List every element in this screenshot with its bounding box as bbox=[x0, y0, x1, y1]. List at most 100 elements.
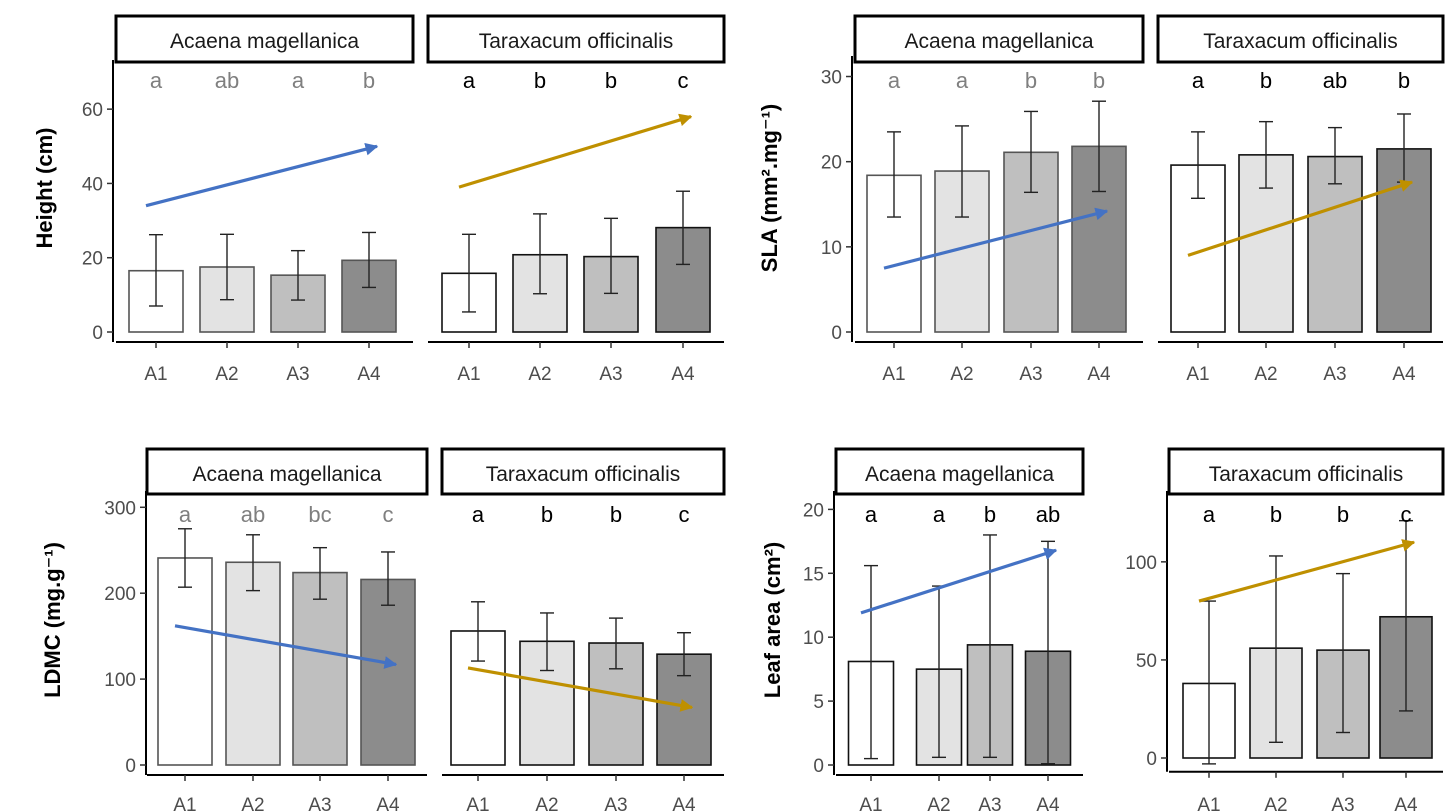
x-tick-label: A2 bbox=[1264, 795, 1287, 811]
y-tick-label: 10 bbox=[821, 238, 842, 259]
bar-a3 bbox=[1307, 155, 1363, 333]
y-tick-label: 20 bbox=[82, 249, 103, 270]
strip-header bbox=[834, 447, 1085, 496]
y-tick-label: 0 bbox=[813, 756, 824, 777]
x-tick-label: A1 bbox=[466, 795, 489, 811]
x-tick-label: A4 bbox=[376, 795, 400, 811]
x-tick-label: A3 bbox=[286, 364, 309, 385]
x-tick-label: A4 bbox=[1392, 364, 1416, 385]
significance-letter: a bbox=[150, 68, 163, 93]
strip-header bbox=[114, 14, 415, 64]
strip-header bbox=[853, 14, 1145, 64]
y-tick-label: 5 bbox=[813, 692, 824, 713]
x-tick-label: A4 bbox=[357, 364, 381, 385]
trend-arrow bbox=[467, 666, 694, 712]
trend-arrow bbox=[883, 207, 1109, 270]
chart-leaf_area: Leaf area (cm²) Acaena magellanica 0 5 10 15 2… bbox=[760, 447, 1445, 811]
x-tick-label: A3 bbox=[1323, 364, 1346, 385]
x-tick-label: A3 bbox=[978, 795, 1001, 811]
bar-a3 bbox=[292, 571, 348, 766]
panel-taraxacum: Taraxacum officinalis a A1 b A2 ab A3 b A4 bbox=[1156, 14, 1445, 385]
x-tick-label: A2 bbox=[1254, 364, 1277, 385]
chart-sla: SLA (mm².mg⁻¹) Acaena magellanica 0 10 20 30 a… bbox=[757, 14, 1445, 385]
y-tick-label: 60 bbox=[82, 100, 103, 121]
x-tick-label: A3 bbox=[308, 795, 331, 811]
y-tick-label: 0 bbox=[125, 756, 136, 777]
y-tick-label: 100 bbox=[1125, 553, 1157, 574]
significance-letter: b bbox=[363, 68, 375, 93]
x-tick-label: A1 bbox=[859, 795, 882, 811]
y-axis-title: SLA (mm².mg⁻¹) bbox=[757, 104, 782, 272]
x-tick-label: A4 bbox=[1036, 795, 1060, 811]
panel-acaena: Acaena magellanica 0 10 20 30 a A1 a A2 b A3 b A4 bbox=[821, 14, 1145, 385]
significance-letter: ab bbox=[215, 68, 239, 93]
y-tick-label: 10 bbox=[803, 628, 824, 649]
bar-a2 bbox=[225, 561, 281, 766]
bar-a1 bbox=[157, 557, 213, 766]
significance-letter: a bbox=[292, 68, 305, 93]
x-tick-label: A4 bbox=[1087, 364, 1111, 385]
y-axis-title: Height (cm) bbox=[32, 128, 57, 249]
y-tick-label: 0 bbox=[92, 323, 103, 344]
y-tick-label: 30 bbox=[821, 68, 842, 89]
species-label: Taraxacum officinalis bbox=[479, 30, 674, 53]
strip-header bbox=[426, 14, 726, 64]
trend-arrow bbox=[174, 624, 398, 669]
significance-letter: bc bbox=[308, 502, 331, 527]
strip-header bbox=[1167, 447, 1445, 496]
trend-arrow bbox=[860, 547, 1058, 615]
y-tick-label: 0 bbox=[1146, 749, 1157, 770]
trend-arrow bbox=[145, 142, 379, 208]
species-label: Acaena magellanica bbox=[904, 30, 1093, 53]
significance-letter: a bbox=[463, 68, 476, 93]
species-label: Acaena magellanica bbox=[170, 30, 359, 53]
x-tick-label: A2 bbox=[950, 364, 973, 385]
x-tick-label: A2 bbox=[535, 795, 558, 811]
strip-header bbox=[145, 447, 429, 496]
x-tick-label: A4 bbox=[672, 795, 696, 811]
y-tick-label: 50 bbox=[1136, 651, 1157, 672]
x-tick-label: A3 bbox=[1019, 364, 1042, 385]
bar-a4 bbox=[360, 578, 416, 766]
y-tick-label: 100 bbox=[104, 670, 136, 691]
trend-arrow bbox=[458, 113, 693, 189]
y-tick-label: 40 bbox=[82, 174, 103, 195]
significance-letter: b bbox=[605, 68, 617, 93]
panel-acaena: Acaena magellanica 0 100 200 300 a A1 ab A2 bc A3 c… bbox=[104, 447, 429, 811]
x-tick-label: A1 bbox=[1186, 364, 1209, 385]
significance-letter: b bbox=[1337, 502, 1349, 527]
y-tick-label: 200 bbox=[104, 584, 136, 605]
x-tick-label: A3 bbox=[599, 364, 622, 385]
significance-letter: a bbox=[1192, 68, 1205, 93]
x-tick-label: A3 bbox=[1331, 795, 1354, 811]
y-axis-title: Leaf area (cm²) bbox=[760, 542, 785, 699]
significance-letter: ab bbox=[1323, 68, 1347, 93]
significance-letter: c bbox=[383, 502, 394, 527]
panel-acaena: Acaena magellanica 0 5 10 15 20 a A1 a A2 b A3 ab A4 bbox=[803, 447, 1085, 811]
significance-letter: c bbox=[679, 502, 690, 527]
x-tick-label: A2 bbox=[215, 364, 238, 385]
species-label: Acaena magellanica bbox=[192, 463, 381, 486]
significance-letter: b bbox=[1260, 68, 1272, 93]
significance-letter: c bbox=[678, 68, 689, 93]
significance-letter: ab bbox=[241, 502, 265, 527]
y-tick-label: 20 bbox=[821, 153, 842, 174]
significance-letter: a bbox=[865, 502, 878, 527]
significance-letter: a bbox=[933, 502, 946, 527]
x-tick-label: A2 bbox=[528, 364, 551, 385]
species-label: Acaena magellanica bbox=[865, 463, 1054, 486]
species-label: Taraxacum officinalis bbox=[1203, 30, 1398, 53]
chart-ldmc: LDMC (mg.g⁻¹) Acaena magellanica 0 100 200 30… bbox=[40, 447, 726, 811]
significance-letter: b bbox=[984, 502, 996, 527]
significance-letter: a bbox=[179, 502, 192, 527]
x-tick-label: A1 bbox=[1197, 795, 1220, 811]
x-tick-label: A2 bbox=[241, 795, 264, 811]
y-tick-label: 0 bbox=[831, 323, 842, 344]
significance-letter: b bbox=[534, 68, 546, 93]
panel-taraxacum: Taraxacum officinalis 0 50 100 a A1 b A2 b A3 c A4 bbox=[1125, 447, 1445, 811]
strip-header bbox=[1156, 14, 1445, 64]
x-tick-label: A1 bbox=[882, 364, 905, 385]
significance-letter: b bbox=[610, 502, 622, 527]
